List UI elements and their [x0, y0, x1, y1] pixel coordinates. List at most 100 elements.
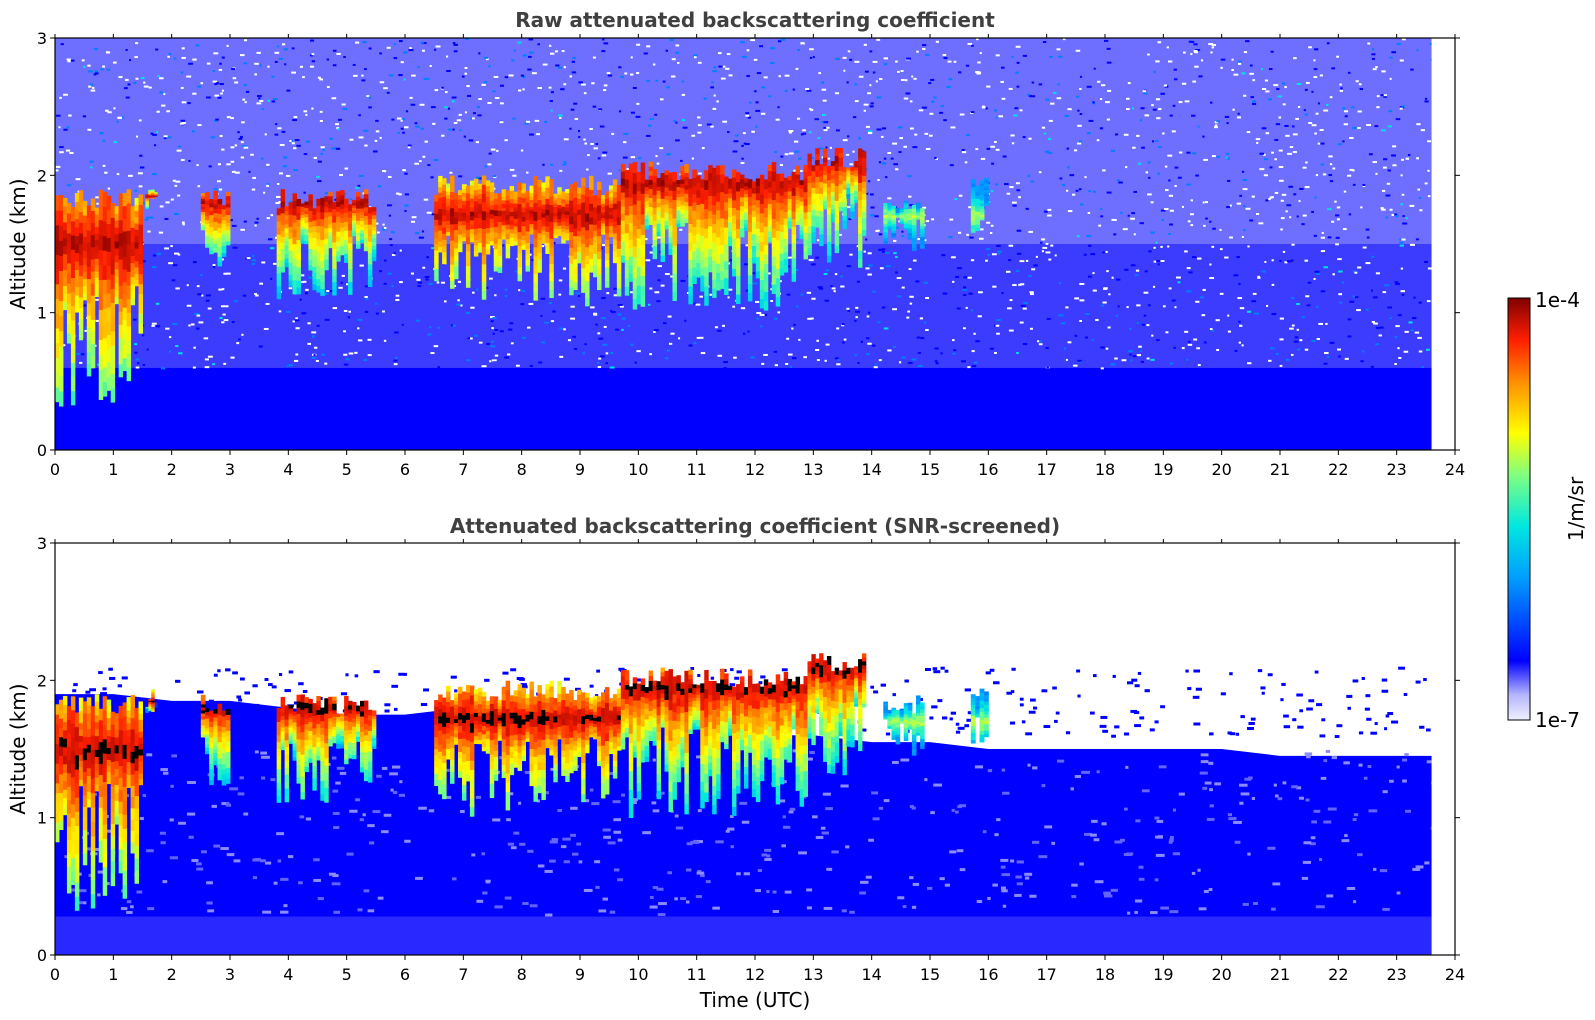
x-tick-label: 11: [686, 460, 706, 479]
cloud-5: [434, 175, 622, 307]
x-tick-label: 3: [225, 460, 235, 479]
x-tick-label: 19: [1153, 460, 1173, 479]
y-axis-label: Altitude (km): [6, 683, 30, 814]
cloud-7: [807, 653, 867, 776]
x-tick-label: 13: [803, 460, 823, 479]
colorbar: 1e-4 1e-7 1/m/sr: [1507, 288, 1588, 732]
cloud-2: [145, 189, 158, 209]
x-tick-label: 16: [978, 965, 998, 984]
cloud-3: [200, 694, 231, 786]
y-axis-label: Altitude (km): [6, 178, 30, 309]
raw-backscatter-panel: Raw attenuated backscattering coefficien…: [6, 8, 1465, 479]
near-surface-layer: [55, 916, 1432, 955]
y-axis: 0 1 2 3: [37, 29, 1460, 460]
cloud-1: [55, 694, 143, 911]
y-axis: 0 1 2 3: [37, 534, 1460, 965]
heatmap-area: [55, 543, 1455, 955]
cloud-7: [807, 148, 867, 268]
x-tick-label: 4: [283, 965, 293, 984]
y-tick-label: 0: [37, 441, 47, 460]
cloud-features: [55, 148, 989, 407]
y-tick-label: 0: [37, 946, 47, 965]
x-tick-label: 10: [628, 460, 648, 479]
x-tick-label: 2: [167, 460, 177, 479]
heatmap-area: [55, 38, 1455, 450]
x-tick-label: 22: [1328, 460, 1348, 479]
x-tick-label: 21: [1270, 460, 1290, 479]
x-tick-label: 8: [517, 460, 527, 479]
colorbar-min-label: 1e-7: [1535, 708, 1580, 732]
colorbar-unit-label: 1/m/sr: [1564, 476, 1588, 541]
boundary-layer: [55, 367, 1432, 450]
cloud-8: [883, 695, 925, 756]
y-tick-label: 1: [37, 304, 47, 323]
y-tick-label: 2: [37, 166, 47, 185]
cloud-1: [55, 189, 143, 407]
x-tick-label: 17: [1036, 965, 1056, 984]
x-tick-label: 24: [1445, 460, 1465, 479]
chart-title: Attenuated backscattering coefficient (S…: [450, 514, 1060, 538]
x-tick-label: 22: [1328, 965, 1348, 984]
x-tick-label: 7: [458, 460, 468, 479]
x-tick-label: 9: [575, 965, 585, 984]
colorbar-gradient: [1507, 297, 1531, 721]
x-tick-label: 5: [342, 460, 352, 479]
x-tick-label: 23: [1386, 965, 1406, 984]
boundary-layer: [55, 694, 1432, 955]
x-tick-label: 4: [283, 460, 293, 479]
x-tick-label: 12: [745, 965, 765, 984]
x-tick-label: 0: [50, 965, 60, 984]
x-tick-label: 12: [745, 460, 765, 479]
snr-screened-backscatter-panel: Attenuated backscattering coefficient (S…: [6, 514, 1465, 1012]
cloud-4: [276, 694, 377, 803]
chart-title: Raw attenuated backscattering coefficien…: [515, 8, 995, 32]
x-tick-label: 7: [458, 965, 468, 984]
x-tick-label: 14: [861, 965, 881, 984]
x-tick-label: 6: [400, 460, 410, 479]
x-tick-label: 24: [1445, 965, 1465, 984]
x-tick-label: 23: [1386, 460, 1406, 479]
x-tick-label: 8: [517, 965, 527, 984]
x-tick-label: 18: [1095, 460, 1115, 479]
x-tick-label: 9: [575, 460, 585, 479]
cloud-3: [200, 190, 231, 267]
colorbar-max-label: 1e-4: [1535, 288, 1580, 312]
x-tick-label: 10: [628, 965, 648, 984]
x-tick-label: 18: [1095, 965, 1115, 984]
x-tick-label: 13: [803, 965, 823, 984]
x-tick-label: 1: [108, 460, 118, 479]
cloud-6: [620, 667, 808, 818]
cloud-9: [970, 177, 989, 233]
x-axis: 0 1 2 3 4 5 6 7 8 9 10 11 12 13 14 15 16 17 18 19 20 21 22 23 24: [50, 34, 1465, 479]
cloud-features: [55, 653, 989, 911]
y-tick-label: 2: [37, 671, 47, 690]
y-tick-label: 3: [37, 29, 47, 48]
no-data-region: [1431, 38, 1455, 450]
x-tick-label: 20: [1211, 460, 1231, 479]
x-tick-label: 19: [1153, 965, 1173, 984]
x-axis: 0 1 2 3 4 5 6 7 8 9 10 11 12 13 14 15 16 17 18 19 20 21 22 23 24: [50, 539, 1465, 984]
x-tick-label: 5: [342, 965, 352, 984]
cloud-9: [970, 688, 989, 744]
cloud-5: [434, 680, 622, 817]
x-tick-label: 11: [686, 965, 706, 984]
y-tick-label: 3: [37, 534, 47, 553]
x-tick-label: 2: [167, 965, 177, 984]
x-tick-label: 21: [1270, 965, 1290, 984]
cloud-8: [883, 200, 925, 251]
x-tick-label: 16: [978, 460, 998, 479]
x-tick-label: 14: [861, 460, 881, 479]
cloud-6: [620, 161, 808, 311]
x-tick-label: 1: [108, 965, 118, 984]
x-tick-label: 15: [920, 965, 940, 984]
x-tick-label: 0: [50, 460, 60, 479]
x-tick-label: 15: [920, 460, 940, 479]
x-tick-label: 3: [225, 965, 235, 984]
no-data-region: [1431, 543, 1455, 955]
x-tick-label: 20: [1211, 965, 1231, 984]
y-tick-label: 1: [37, 809, 47, 828]
x-tick-label: 17: [1036, 460, 1056, 479]
cloud-4: [276, 189, 377, 300]
cloud-2: [145, 689, 158, 713]
